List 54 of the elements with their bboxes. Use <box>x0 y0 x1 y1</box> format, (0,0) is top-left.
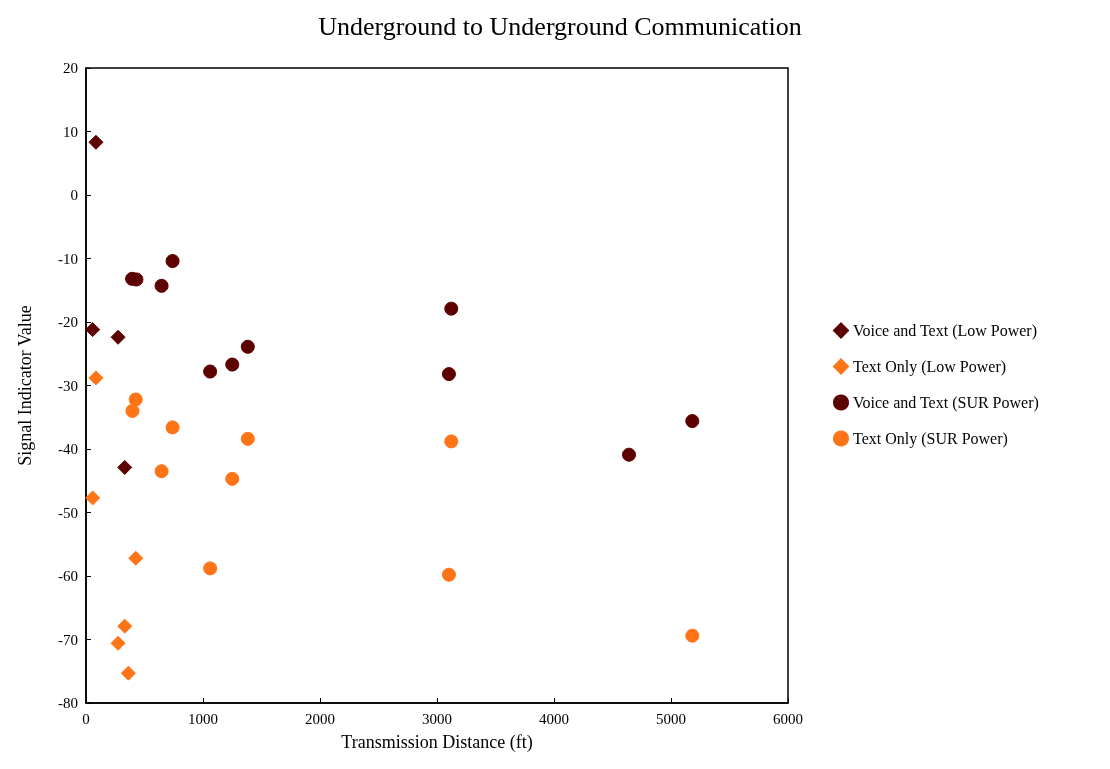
point <box>85 322 101 338</box>
point <box>165 254 180 269</box>
legend-label: Text Only (SUR Power) <box>853 430 1008 448</box>
point <box>110 635 126 651</box>
y-tick-label: 20 <box>63 60 78 76</box>
legend-label: Voice and Text (SUR Power) <box>853 394 1039 412</box>
x-tick-label: 5000 <box>656 710 686 727</box>
x-tick-label: 6000 <box>773 710 803 727</box>
point <box>225 357 240 372</box>
point <box>444 301 459 316</box>
x-tick-label: 4000 <box>539 710 569 727</box>
legend-label: Voice and Text (Low Power) <box>853 322 1038 340</box>
point <box>203 561 218 576</box>
y-tick-label: -10 <box>58 250 78 267</box>
point <box>685 628 700 643</box>
x-tick-label: 1000 <box>188 710 218 727</box>
point <box>441 367 456 382</box>
y-tick-label: -30 <box>58 377 78 394</box>
point <box>120 665 136 681</box>
y-tick-label: -20 <box>58 314 78 330</box>
y-tick-label: -60 <box>58 568 78 584</box>
point <box>128 392 143 407</box>
y-tick-label: -70 <box>58 631 78 648</box>
point <box>225 471 240 486</box>
point <box>622 447 636 462</box>
point <box>240 431 255 446</box>
point <box>117 459 133 475</box>
x-axis-title: Transmission Distance (ft) <box>341 732 533 753</box>
legend-label: Text Only (Low Power) <box>853 358 1007 376</box>
point <box>154 464 169 479</box>
point <box>88 370 104 386</box>
point <box>128 550 144 566</box>
point <box>110 329 126 345</box>
x-tick-label: 0 <box>82 710 90 727</box>
point <box>444 434 459 449</box>
point <box>154 278 169 293</box>
point <box>85 490 101 506</box>
chart-title: Underground to Underground Communication <box>318 11 802 41</box>
y-axis-title: Signal Indicator Value <box>15 305 35 466</box>
point <box>240 339 255 354</box>
y-tick-label: -40 <box>58 441 78 457</box>
y-tick-label: 0 <box>70 187 78 203</box>
y-tick-label: -80 <box>58 695 78 711</box>
point <box>125 403 140 418</box>
point <box>203 364 218 379</box>
point <box>88 134 104 150</box>
point <box>117 618 133 634</box>
x-tick-label: 3000 <box>422 710 452 727</box>
point <box>685 414 700 429</box>
y-tick-label: 10 <box>63 123 78 140</box>
x-tick-label: 2000 <box>305 710 335 727</box>
point <box>165 420 180 435</box>
point <box>441 567 456 582</box>
y-tick-label: -50 <box>58 504 78 521</box>
